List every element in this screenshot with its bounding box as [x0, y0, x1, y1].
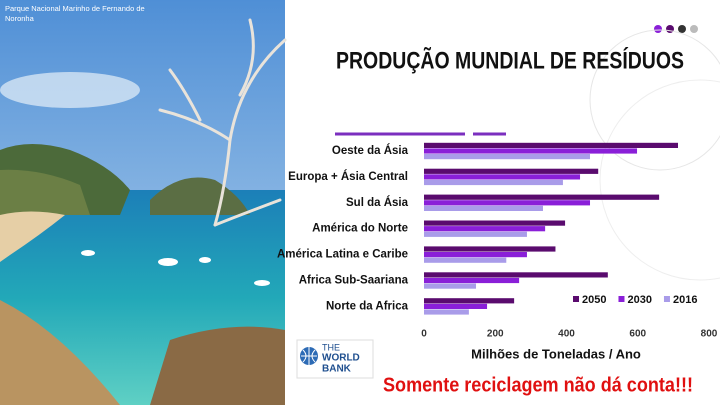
bar: [424, 309, 469, 315]
bar: [424, 246, 556, 252]
bar: [424, 283, 477, 289]
bar: [424, 257, 507, 263]
x-axis-label: Milhões de Toneladas / Ano: [471, 346, 641, 361]
x-tick-label: 600: [629, 329, 646, 340]
bar: [424, 205, 543, 211]
tagline: Somente reciclagem não dá conta!!!: [383, 374, 693, 396]
x-tick-label: 0: [421, 329, 427, 340]
bar: [424, 174, 581, 180]
y-tick-label: América Latina e Caribe: [277, 249, 408, 261]
legend-label: 2016: [673, 294, 697, 306]
legend-swatch: [663, 296, 670, 302]
y-tick-label: Norte da Africa: [326, 300, 409, 312]
bar: [424, 148, 638, 154]
y-tick-label: Europa + Ásia Central: [288, 170, 408, 183]
y-tick-label: Africa Sub-Saariana: [299, 275, 409, 287]
bar: [424, 179, 563, 186]
photo: [0, 0, 287, 405]
photo-caption: Parque Nacional Marinho de Fernando de: [5, 4, 145, 13]
bar: [424, 142, 679, 148]
y-tick-label: América do Norte: [312, 223, 408, 235]
x-tick-label: 400: [558, 329, 575, 340]
world-bank-logo: [296, 339, 374, 379]
bar: [424, 194, 660, 200]
legend-label: 2030: [627, 294, 651, 306]
chart-title: PRODUÇÃO MUNDIAL DE RESÍDUOS: [336, 46, 684, 74]
photo-caption: Noronha: [5, 14, 35, 23]
logo-text: WORLD: [322, 353, 360, 364]
bar: [424, 272, 608, 278]
legend-label: 2050: [582, 294, 606, 306]
bar: [424, 154, 591, 160]
bar: [424, 298, 515, 304]
y-tick-label: Oeste da Ásia: [332, 144, 409, 157]
logo-text: THE: [322, 342, 340, 352]
logo-text: BANK: [322, 364, 352, 375]
legend-swatch: [618, 296, 625, 302]
x-tick-label: 200: [487, 329, 504, 340]
x-tick-label: 800: [701, 329, 718, 340]
bar: [424, 200, 591, 206]
bar: [424, 168, 599, 174]
bar: [424, 277, 520, 284]
bar: [424, 226, 546, 232]
bar: [424, 231, 527, 237]
decoration: [335, 25, 720, 281]
legend-swatch: [573, 296, 579, 302]
bar: [424, 252, 527, 258]
bar: [424, 220, 566, 226]
y-tick-label: Sul da Ásia: [346, 196, 409, 209]
bar: [424, 303, 488, 309]
